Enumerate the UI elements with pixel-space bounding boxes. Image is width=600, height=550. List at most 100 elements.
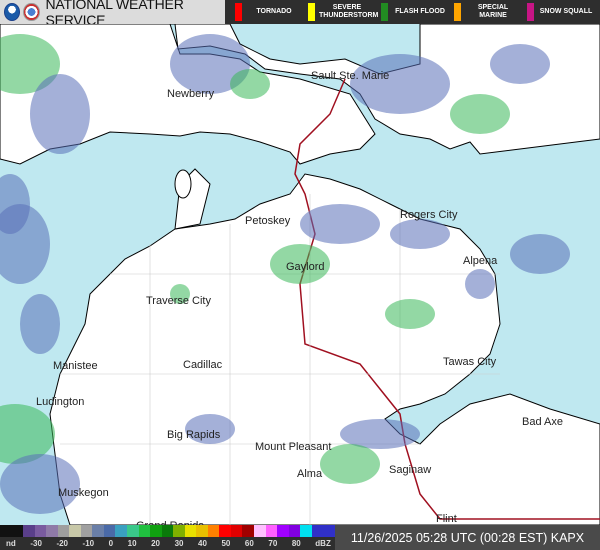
noaa-logo — [4, 3, 21, 21]
city-label: Gaylord — [286, 261, 325, 273]
radar-echo — [490, 44, 550, 84]
colorbar-tick: 0 — [108, 539, 114, 548]
city-label: Manistee — [53, 360, 98, 372]
colorbar-swatch — [277, 525, 289, 537]
legend-snow-squall: SNOW SQUALL — [527, 3, 594, 21]
nws-branding: NATIONAL WEATHER SERVICE — [0, 0, 225, 28]
colorbar-scale — [0, 525, 335, 537]
colorbar-swatch — [34, 525, 47, 537]
radar-echo — [170, 284, 190, 304]
radar-echo — [185, 414, 235, 444]
colorbar-tick: 50 — [221, 539, 231, 548]
radar-echo — [340, 419, 420, 449]
radar-echo — [300, 204, 380, 244]
colorbar-swatch — [115, 525, 128, 537]
colorbar-swatch — [11, 525, 24, 537]
radar-echo — [20, 294, 60, 354]
colorbar-swatch — [103, 525, 116, 537]
city-label: Mount Pleasant — [255, 441, 332, 453]
colorbar-swatch — [23, 525, 35, 537]
colorbar-ticks: nd -30 -20 -10 0 10 20 30 40 50 60 70 80 dBZ — [0, 537, 335, 548]
city-label: Muskegon — [58, 487, 109, 499]
city-label: Newberry — [167, 88, 215, 100]
colorbar-swatch — [161, 525, 174, 537]
colorbar-swatch — [219, 525, 231, 537]
colorbar-swatch — [323, 525, 335, 537]
radar-echo — [510, 234, 570, 274]
colorbar-tick: -30 — [30, 539, 42, 548]
colorbar-tick: dBZ — [315, 539, 331, 548]
radar-echo — [0, 454, 80, 514]
city-label: Big Rapids — [167, 429, 221, 441]
radar-echo — [320, 444, 380, 484]
colorbar-swatch — [300, 525, 312, 537]
colorbar-swatch — [207, 525, 220, 537]
city-label: Flint — [436, 513, 457, 525]
radar-echo — [170, 34, 250, 94]
header: NATIONAL WEATHER SERVICE TORNADO SEVERE T… — [0, 0, 600, 28]
colorbar-tick: 70 — [268, 539, 278, 548]
city-label: Cadillac — [183, 359, 223, 371]
warning-legend: TORNADO SEVERE THUNDERSTORM FLASH FLOOD SPE… — [225, 0, 600, 24]
city-label: Petoskey — [245, 215, 291, 227]
radar-echo — [350, 54, 450, 114]
city-label: Alpena — [463, 255, 498, 267]
radar-echo — [385, 299, 435, 329]
colorbar-swatch — [150, 525, 162, 537]
colorbar-tick: 20 — [151, 539, 161, 548]
colorbar-swatch — [0, 525, 12, 537]
legend-swatch — [235, 3, 242, 21]
radar-echo — [270, 244, 330, 284]
colorbar-tick: 40 — [198, 539, 207, 548]
colorbar-swatch — [311, 525, 324, 537]
colorbar-swatch — [80, 525, 93, 537]
legend-swatch — [527, 3, 534, 21]
city-label: Saginaw — [389, 464, 432, 476]
legend-label: SNOW SQUALL — [539, 8, 593, 15]
colorbar-swatch — [265, 525, 278, 537]
colorbar-tick: 30 — [174, 539, 184, 548]
legend-label: SEVERE THUNDERSTORM — [319, 4, 379, 19]
colorbar-swatch — [46, 525, 58, 537]
beaver-island — [174, 169, 192, 199]
colorbar-swatch — [69, 525, 81, 537]
colorbar-tick: -10 — [82, 539, 95, 548]
colorbar-tick: 80 — [291, 539, 301, 548]
radar-echoes — [0, 34, 570, 514]
colorbar-swatch — [92, 525, 104, 537]
colorbar-tick: nd — [6, 539, 16, 548]
radar-map[interactable]: Newberry Sault Ste. Marie Petoskey Rogers C… — [0, 23, 600, 532]
legend-label: TORNADO — [256, 8, 292, 15]
colorbar-swatch — [196, 525, 208, 537]
colorbar-swatch — [138, 525, 151, 537]
city-label: Ludington — [36, 396, 85, 408]
reflectivity-colorbar: nd -30 -20 -10 0 10 20 30 40 50 60 70 80 dBZ — [0, 525, 335, 550]
colorbar-tick: 10 — [127, 539, 137, 548]
colorbar-swatch — [184, 525, 197, 537]
radar-echo — [0, 34, 60, 94]
colorbar-swatch — [173, 525, 185, 537]
radar-echo — [390, 219, 450, 249]
radar-echo — [465, 269, 495, 299]
radar-echo — [450, 94, 510, 134]
city-label: Sault Ste. Marie — [311, 70, 390, 82]
colorbar-tick: -20 — [56, 539, 68, 548]
legend-flash-flood: FLASH FLOOD — [381, 3, 448, 21]
city-label: Traverse City — [146, 295, 211, 307]
nws-logo — [23, 3, 40, 21]
legend-special-marine: SPECIAL MARINE — [454, 3, 521, 21]
colorbar-tick: 60 — [244, 539, 254, 548]
timestamp: 11/26/2025 05:28 UTC (00:28 EST) KAPX — [335, 525, 600, 550]
colorbar-swatch — [57, 525, 70, 537]
legend-severe-thunderstorm: SEVERE THUNDERSTORM — [308, 3, 379, 21]
radar-echo — [230, 69, 270, 99]
legend-label: FLASH FLOOD — [395, 8, 445, 15]
colorbar-swatch — [288, 525, 301, 537]
colorbar-swatch — [254, 525, 266, 537]
city-label: Alma — [297, 468, 323, 480]
legend-label: SPECIAL MARINE — [477, 4, 509, 19]
colorbar-swatch — [230, 525, 243, 537]
colorbar-swatch — [242, 525, 255, 537]
legend-tornado: TORNADO — [235, 3, 302, 21]
colorbar-swatch — [127, 525, 139, 537]
